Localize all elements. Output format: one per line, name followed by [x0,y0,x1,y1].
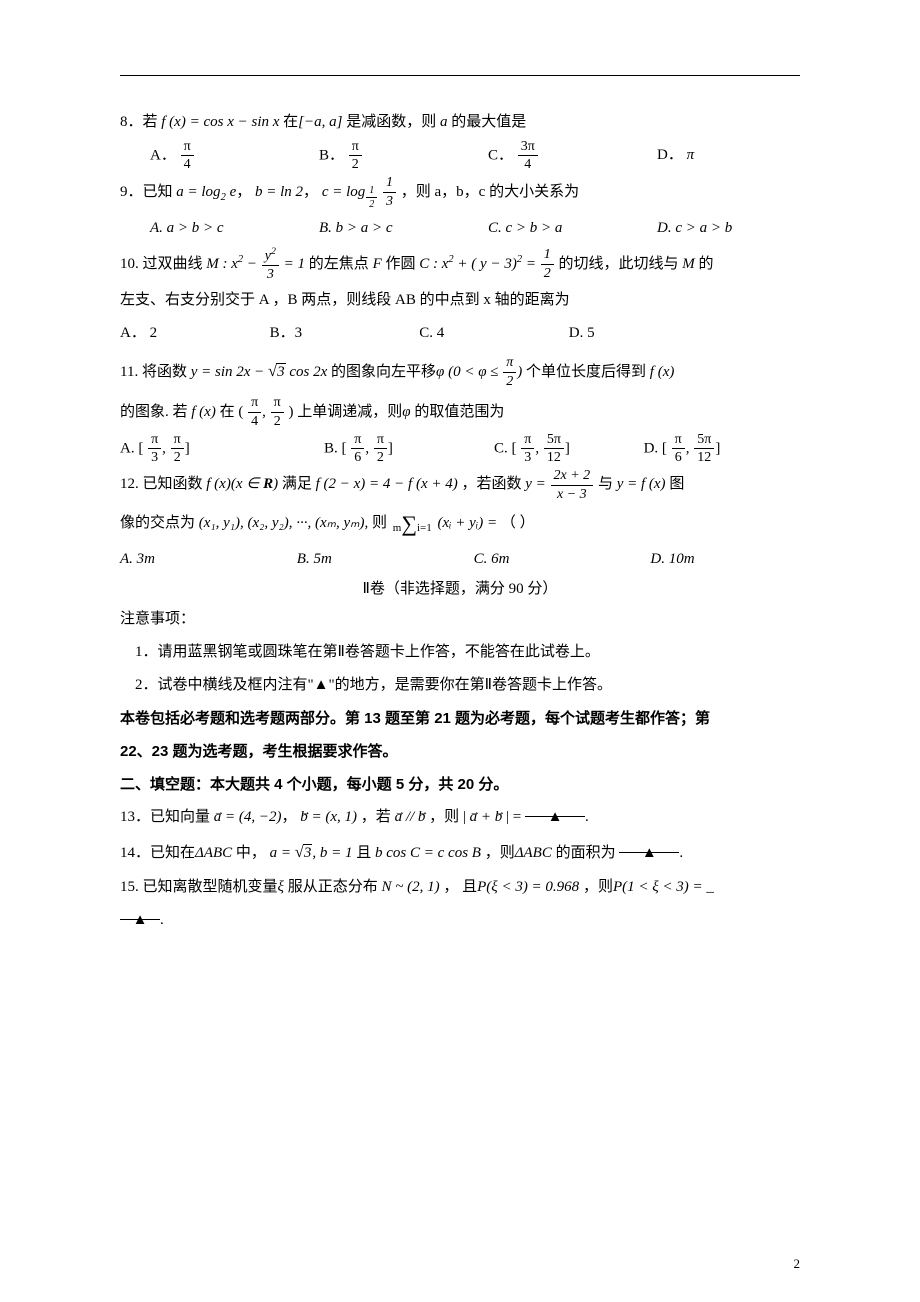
q10-stem-2: 左支、右支分别交于 A ，B 两点，则线段 AB 的中点到 x 轴的距离为 [120,284,800,317]
q13: 13．已知向量 a = (4, −2)， b = (x, 1) ，若 a // … [120,801,800,834]
q8-options: A． π4 B． π2 C． 3π4 D． π [120,139,800,173]
q11-stem-2: 的图象. 若 f (x) 在 ( π4, π2 ) 上单调递减，则φ 的取值范围… [120,393,800,432]
note-1: 1．请用蓝黑钢笔或圆珠笔在第Ⅱ卷答题卡上作答，不能答在此试卷上。 [120,636,800,669]
blank-14: ▲ [619,837,679,853]
notes-title: 注意事项： [120,603,800,636]
q12-stem-1: 12. 已知函数 f (x)(x ∈ R) 满足 f (2 − x) = 4 −… [120,465,800,504]
q15-line1: 15. 已知离散型随机变量ξ 服从正态分布 N ~ (2, 1) ， 且P(ξ … [120,871,800,904]
q8-stem: 8．若 f (x) = cos x − sin x 在[−a, a] 是减函数，… [120,106,800,139]
page-number: 2 [794,1256,801,1272]
header-rule [120,75,800,76]
q11-options: A. [ π3, π2] B. [ π6, π2] C. [ π3, 5π12]… [120,432,800,466]
blank-13: ▲ [525,801,585,817]
q12-options: A. 3m B. 5m C. 6m D. 10m [120,543,800,576]
q15-line2: ▲. [120,904,800,937]
q10-stem-1: 10. 过双曲线 M : x2 − y23 = 1 的左焦点 F 作圆 C : … [120,245,800,284]
q9-stem: 9．已知 a = log2 e， b = ln 2， c = log12 13 … [120,173,800,212]
instructions-2: 22、23 题为选考题，考生根据要求作答。 [120,735,800,768]
q11-stem-1: 11. 将函数 y = sin 2x − 3 cos 2x 的图象向左平移φ (… [120,350,800,393]
q10-options: A． 2 B．3 C. 4 D. 5 [120,317,800,350]
q14: 14．已知在ΔABC 中， a = 3, b = 1 且 b cos C = c… [120,834,800,870]
blank-15: ▲ [120,904,160,920]
section-2-title: Ⅱ卷（非选择题，满分 90 分） [120,576,800,603]
q9-options: A. a > b > c B. b > a > c C. c > b > a D… [120,212,800,245]
note-2: 2．试卷中横线及框内注有"▲"的地方，是需要你在第Ⅱ卷答题卡上作答。 [120,669,800,702]
q12-stem-2: 像的交点为 (x₁, y₁), (x₂, y₂), ···, (xₘ, yₘ),… [120,504,800,543]
fill-title: 二、填空题：本大题共 4 个小题，每小题 5 分，共 20 分。 [120,768,800,801]
instructions-1: 本卷包括必考题和选考题两部分。第 13 题至第 21 题为必考题，每个试题考生都… [120,702,800,735]
